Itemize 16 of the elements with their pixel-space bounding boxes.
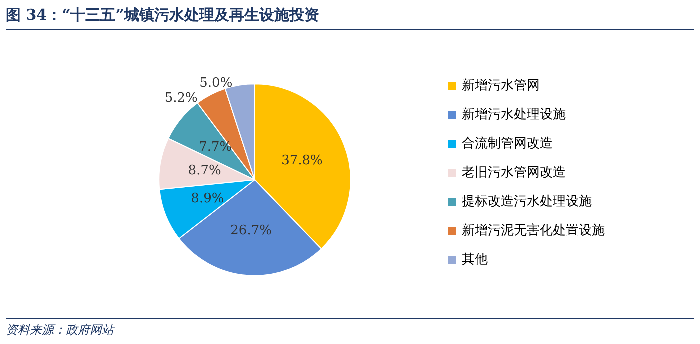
legend-label: 新增污水处理设施 (462, 108, 566, 122)
legend-label: 新增污泥无害化处置设施 (462, 222, 605, 238)
data-label: 5.2% (164, 90, 198, 106)
data-label: 5.0% (200, 76, 233, 91)
chart-title: 图 34：“十三五”城镇污水处理及再生设施投资 (6, 6, 694, 30)
legend-label: 其他 (462, 252, 488, 268)
legend-label: 老旧污水管网改造 (462, 166, 566, 180)
data-label: 7.7% (199, 140, 232, 156)
data-label: 8.9% (191, 191, 224, 206)
legend-label: 新增污水管网 (462, 78, 540, 94)
data-label: 26.7% (230, 223, 272, 238)
data-label: 8.7% (188, 164, 222, 179)
text: 资料来源：政府网站 (6, 318, 694, 339)
legend-label: 提标改造污水处理设施 (462, 194, 592, 210)
legend-label: 合流制管网改造 (462, 136, 553, 152)
data-label: 37.8% (282, 153, 323, 168)
